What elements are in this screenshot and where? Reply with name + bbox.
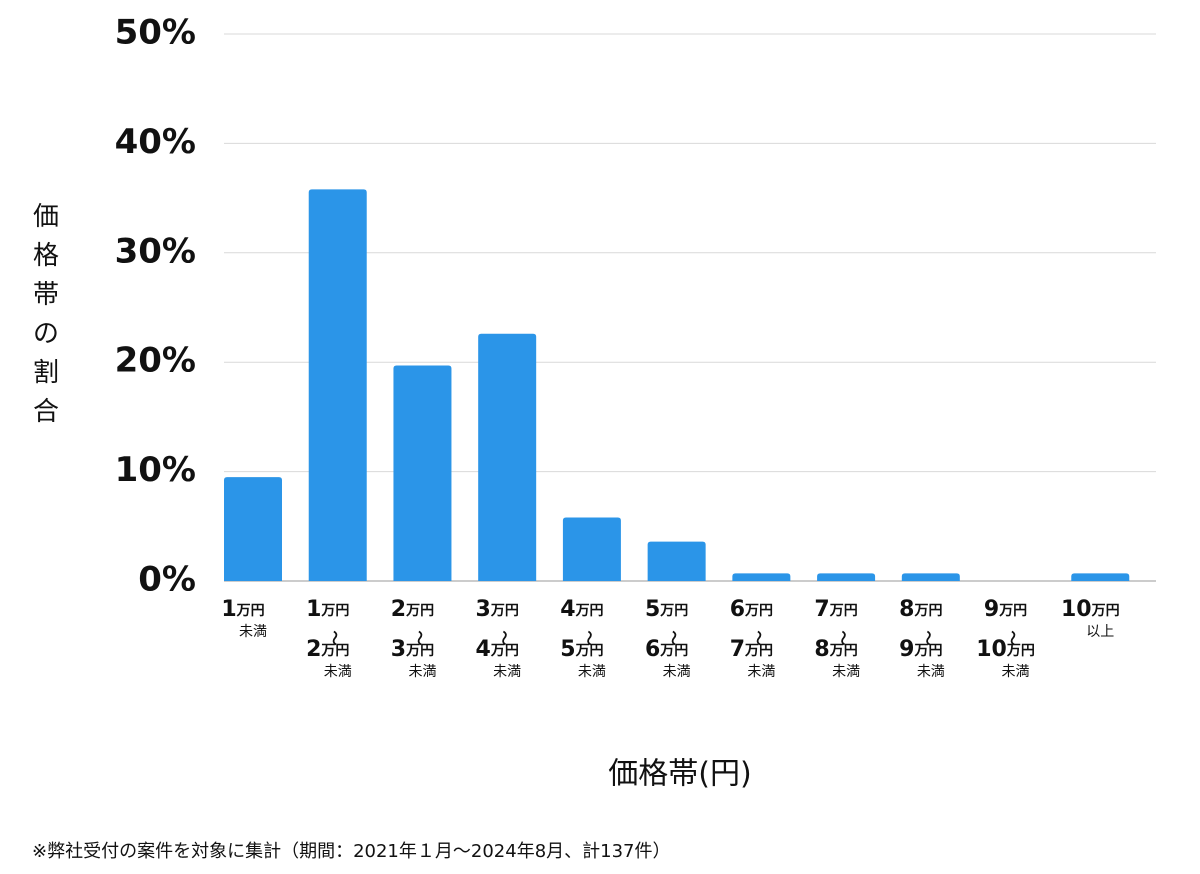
x-tick-label: 7万円〜8万円未満	[814, 597, 860, 680]
x-tick-label: 4万円〜5万円未満	[560, 597, 606, 680]
bar	[224, 477, 282, 581]
y-tick-label: 50%	[115, 13, 196, 53]
y-tick-label: 0%	[138, 560, 196, 600]
bar	[478, 333, 537, 581]
x-tick-label: 5万円〜6万円未満	[645, 597, 691, 680]
y-axis-title: 価格帯の割合	[33, 202, 59, 427]
y-tick-label: 20%	[115, 341, 196, 381]
bar	[562, 517, 621, 581]
y-tick-label: 10%	[115, 450, 196, 490]
x-tick-label: 3万円〜4万円未満	[476, 597, 522, 680]
bar	[393, 365, 452, 581]
bar	[647, 541, 706, 581]
x-axis-title: 価格帯(円)	[608, 757, 751, 792]
x-tick-label: 8万円〜9万円未満	[899, 597, 945, 680]
x-tick-label: 2万円〜3万円未満	[391, 597, 437, 680]
x-tick-label: 1万円〜2万円未満	[306, 597, 352, 680]
x-tick-label: 10万円以上	[1061, 597, 1120, 640]
bar	[817, 573, 876, 581]
bar	[1071, 573, 1130, 581]
x-tick-label: 9万円〜10万円未満	[976, 597, 1035, 680]
bar	[732, 573, 791, 581]
x-tick-label: 1万円未満	[221, 597, 267, 640]
bar	[901, 573, 960, 581]
footnote: ※弊社受付の案件を対象に集計（期間：2021年１月〜2024年8月、計137件）	[32, 841, 671, 862]
y-tick-label: 40%	[115, 122, 196, 162]
x-tick-label: 6万円〜7万円未満	[730, 597, 776, 680]
y-tick-label: 30%	[115, 231, 196, 271]
bar	[308, 189, 367, 581]
